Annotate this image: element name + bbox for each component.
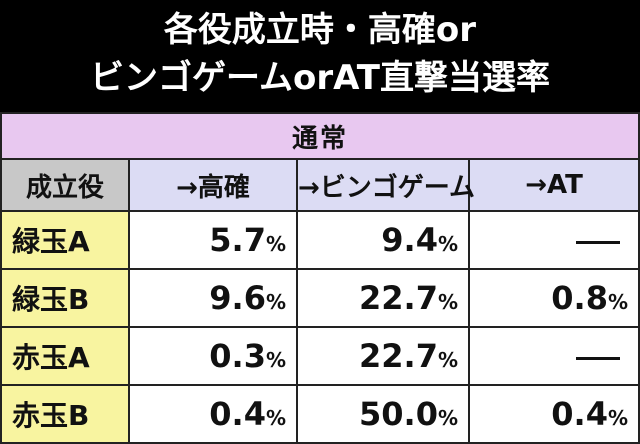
table-body: 緑玉A 5.7% 9.4% 緑玉B 9.6% 22.7% 0.8% 赤玉A 0.3% 22.7% 赤… <box>0 210 640 444</box>
percent-unit: % <box>437 232 458 256</box>
percent-unit: % <box>437 348 458 372</box>
rate-cell: 50.0% <box>296 384 470 444</box>
rate-cell: 9.4% <box>296 210 470 270</box>
corner-header: 成立役 <box>0 158 130 212</box>
rate-cell: 0.3% <box>128 326 298 386</box>
percent-unit: % <box>437 406 458 430</box>
percent-unit: % <box>437 290 458 314</box>
rate-cell: 0.8% <box>467 268 640 328</box>
rate-cell: 5.7% <box>128 210 298 270</box>
rate-cell: 9.6% <box>128 268 298 328</box>
column-header-at: →AT <box>467 158 640 212</box>
rates-table: 通常 成立役 →高確 →ビンゴゲーム →AT 緑玉A 5.7% 9.4% 緑玉B 9.6… <box>0 112 640 444</box>
percent-unit: % <box>265 348 286 372</box>
section-header-row: 通常 <box>0 112 640 160</box>
percent-unit: % <box>265 406 286 430</box>
table-row: 赤玉B 0.4% 50.0% 0.4% <box>0 384 640 444</box>
rate-value: 0.4 <box>209 395 266 433</box>
column-header-koukaku: →高確 <box>128 158 298 212</box>
table-row: 赤玉A 0.3% 22.7% <box>0 326 640 386</box>
page-title-line-2: ビンゴゲームorAT直撃当選率 <box>90 58 550 98</box>
rate-value: 0.3 <box>209 337 266 375</box>
row-label: 赤玉B <box>0 384 130 444</box>
column-header-row: 成立役 →高確 →ビンゴゲーム →AT <box>0 158 640 212</box>
percent-unit: % <box>265 290 286 314</box>
row-label: 緑玉B <box>0 268 130 328</box>
title-block: 各役成立時・高確or ビンゴゲームorAT直撃当選率 <box>0 0 640 112</box>
dash-icon <box>576 356 621 360</box>
percent-unit: % <box>607 290 629 314</box>
rate-value: 9.6 <box>209 279 266 317</box>
rate-value: 0.8 <box>551 279 608 317</box>
rate-value: 9.4 <box>381 221 438 259</box>
rate-cell <box>467 326 640 386</box>
rate-cell: 22.7% <box>296 268 470 328</box>
percent-unit: % <box>265 232 286 256</box>
table-row: 緑玉B 9.6% 22.7% 0.8% <box>0 268 640 328</box>
percent-unit: % <box>607 406 629 430</box>
table-row: 緑玉A 5.7% 9.4% <box>0 210 640 270</box>
page-title-line-1: 各役成立時・高確or <box>163 10 477 50</box>
rate-value: 22.7 <box>359 337 438 375</box>
column-header-bingo-game: →ビンゴゲーム <box>296 158 475 212</box>
rate-value: 5.7 <box>209 221 266 259</box>
dash-icon <box>576 240 621 244</box>
rate-value: 22.7 <box>359 279 438 317</box>
rate-value: 50.0 <box>359 395 438 433</box>
rate-cell: 22.7% <box>296 326 470 386</box>
row-label: 赤玉A <box>0 326 130 386</box>
row-label: 緑玉A <box>0 210 130 270</box>
rate-cell: 0.4% <box>467 384 640 444</box>
rate-value: 0.4 <box>551 395 608 433</box>
rate-cell <box>467 210 640 270</box>
rate-cell: 0.4% <box>128 384 298 444</box>
section-label: 通常 <box>0 112 640 160</box>
